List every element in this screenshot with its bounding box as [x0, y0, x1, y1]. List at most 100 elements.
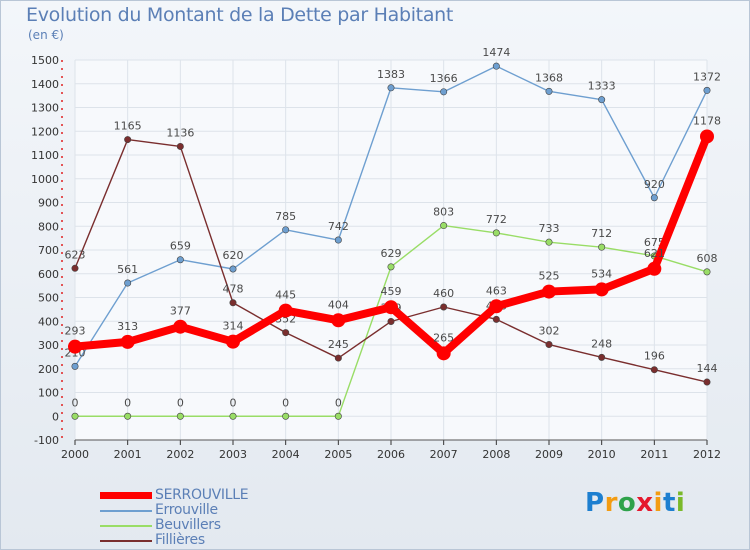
legend-label: SERROUVILLE: [155, 487, 249, 503]
y-tick-label: 0: [52, 410, 59, 423]
chart-subtitle: (en €): [28, 28, 64, 42]
data-label-fillières: 302: [539, 325, 560, 338]
data-label-serrouville: 1178: [693, 114, 721, 127]
y-tick-label: 700: [38, 244, 59, 257]
data-label-serrouville: 459: [381, 285, 402, 298]
data-label-serrouville: 534: [591, 267, 612, 280]
x-tick-label: 2000: [61, 448, 89, 461]
data-point-errouville: [124, 279, 132, 287]
y-tick-label: 300: [38, 339, 59, 352]
legend-swatch: [100, 525, 152, 527]
data-point-errouville: [545, 87, 553, 95]
data-label-serrouville: 463: [486, 284, 507, 297]
data-point-serrouville: [331, 313, 346, 328]
data-label-beuvillers: 0: [230, 396, 237, 409]
data-point-errouville: [650, 194, 658, 202]
data-label-beuvillers: 0: [124, 396, 131, 409]
data-label-beuvillers: 733: [539, 222, 560, 235]
data-point-serrouville: [278, 303, 293, 318]
data-label-fillières: 1165: [114, 120, 142, 133]
data-label-errouville: 1368: [535, 71, 563, 84]
data-point-serrouville: [436, 346, 451, 361]
data-point-errouville: [440, 88, 448, 96]
data-point-serrouville: [700, 129, 714, 144]
x-tick-label: 2005: [324, 448, 352, 461]
chart-title: Evolution du Montant de la Dette par Hab…: [26, 4, 454, 26]
data-point-beuvillers: [492, 229, 500, 237]
y-tick-label: 1500: [31, 54, 59, 67]
data-point-fillières: [334, 354, 342, 362]
x-tick-label: 2012: [693, 448, 721, 461]
y-tick-label: 1100: [31, 149, 59, 162]
x-tick-label: 2008: [482, 448, 510, 461]
data-label-fillières: 144: [697, 362, 718, 375]
data-point-fillières: [229, 299, 237, 307]
data-label-beuvillers: 803: [433, 206, 454, 219]
legend-swatch: [100, 510, 152, 512]
y-tick-label: 900: [38, 197, 59, 210]
y-tick-label: 1400: [31, 78, 59, 91]
data-point-fillières: [124, 136, 132, 144]
data-point-fillières: [703, 378, 711, 386]
data-label-beuvillers: 629: [381, 247, 402, 260]
x-tick-label: 2006: [377, 448, 405, 461]
legend-swatch: [100, 492, 152, 499]
data-point-fillières: [71, 264, 79, 272]
x-tick-label: 2004: [272, 448, 300, 461]
data-point-fillières: [545, 341, 553, 349]
data-label-errouville: 1333: [588, 80, 616, 93]
data-label-errouville: 620: [223, 249, 244, 262]
data-point-fillières: [387, 317, 395, 325]
data-point-errouville: [176, 256, 184, 264]
data-label-errouville: 785: [275, 210, 296, 223]
data-point-beuvillers: [71, 412, 79, 420]
data-point-errouville: [282, 226, 290, 234]
y-tick-label: 100: [38, 387, 59, 400]
data-point-fillières: [650, 366, 658, 374]
data-label-serrouville: 525: [539, 270, 560, 283]
data-label-beuvillers: 712: [591, 227, 612, 240]
data-label-fillières: 623: [65, 248, 86, 261]
data-label-serrouville: 314: [223, 320, 244, 333]
data-point-serrouville: [384, 300, 398, 315]
data-label-serrouville: 377: [170, 305, 191, 318]
data-point-errouville: [229, 265, 237, 273]
data-point-serrouville: [594, 282, 609, 297]
data-label-errouville: 1474: [482, 46, 510, 59]
data-point-fillières: [440, 303, 448, 311]
data-label-fillières: 245: [328, 338, 349, 351]
data-point-serrouville: [68, 339, 82, 354]
data-label-errouville: 742: [328, 220, 349, 233]
data-label-serrouville: 313: [117, 320, 138, 333]
data-label-errouville: 1383: [377, 68, 405, 81]
data-label-fillières: 196: [644, 350, 665, 363]
data-label-errouville: 561: [117, 263, 138, 276]
x-tick-label: 2010: [588, 448, 616, 461]
y-tick-label: 600: [38, 268, 59, 281]
data-label-serrouville: 293: [65, 325, 86, 338]
data-point-serrouville: [120, 334, 135, 349]
x-tick-label: 2011: [640, 448, 668, 461]
x-tick-label: 2002: [166, 448, 194, 461]
x-tick-label: 2009: [535, 448, 563, 461]
data-label-errouville: 1366: [430, 72, 458, 85]
y-tick-label: 800: [38, 220, 59, 233]
data-point-errouville: [492, 62, 500, 70]
data-point-beuvillers: [124, 412, 132, 420]
data-label-fillières: 478: [223, 283, 244, 296]
x-tick-label: 2007: [430, 448, 458, 461]
data-label-serrouville: 404: [328, 298, 349, 311]
data-label-beuvillers: 0: [177, 396, 184, 409]
data-label-errouville: 659: [170, 240, 191, 253]
data-point-beuvillers: [176, 412, 184, 420]
data-point-serrouville: [173, 319, 188, 334]
data-label-beuvillers: 772: [486, 213, 507, 226]
x-tick-label: 2001: [114, 448, 142, 461]
data-point-fillières: [282, 329, 290, 337]
data-point-errouville: [334, 236, 342, 244]
y-tick-label: 1200: [31, 125, 59, 138]
data-point-errouville: [703, 86, 711, 94]
data-label-fillières: 1136: [166, 126, 194, 139]
y-tick-label: 200: [38, 363, 59, 376]
